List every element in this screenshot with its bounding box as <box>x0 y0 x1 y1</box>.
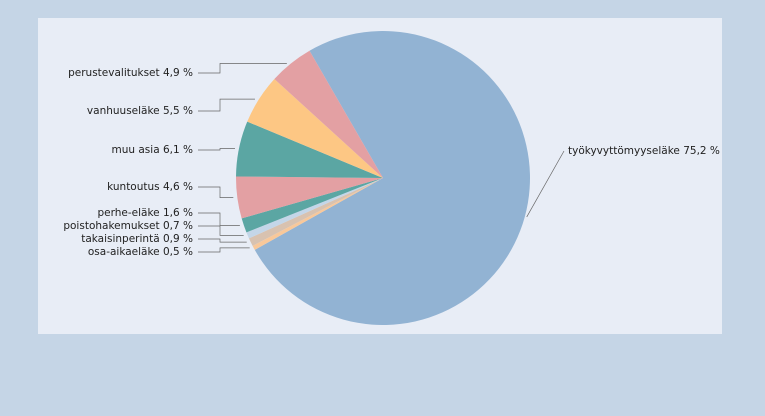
value-label: 1,6 % <box>163 207 193 219</box>
slice-label: muu asia 6,1 % <box>112 144 194 156</box>
leader-line <box>198 186 234 198</box>
pie-slice <box>252 178 383 250</box>
pie-slice <box>246 178 383 239</box>
leader-line <box>198 212 240 226</box>
value-label: 4,9 % <box>163 67 193 79</box>
slice-label: perustevalitukset 4,9 % <box>68 67 193 79</box>
category-name: poistohakemukset <box>63 220 159 232</box>
leader-line <box>198 247 250 253</box>
slice-label: takaisinperintä 0,9 % <box>81 233 193 245</box>
pie-slice <box>241 178 383 233</box>
value-label: 4,6 % <box>163 181 193 193</box>
slice-label: osa-aikaeläke 0,5 % <box>88 246 193 258</box>
category-name: perustevalitukset <box>68 67 160 79</box>
leader-line <box>198 225 244 236</box>
slice-label: perhe-eläke 1,6 % <box>98 207 194 219</box>
pie-slice <box>254 30 531 325</box>
value-label: 0,7 % <box>163 220 193 232</box>
slice-label: työkyvyttömyyseläke 75,2 % <box>568 145 720 157</box>
category-name: kuntoutus <box>107 181 160 193</box>
leader-line <box>526 150 565 218</box>
leader-line <box>198 238 247 243</box>
leader-line <box>198 98 255 112</box>
pie-slice <box>248 178 383 246</box>
category-name: osa-aikaeläke <box>88 246 160 258</box>
category-name: perhe-eläke <box>98 207 160 219</box>
value-label: 0,5 % <box>163 246 193 258</box>
slice-label: vanhuuseläke 5,5 % <box>87 105 193 117</box>
slice-label: kuntoutus 4,6 % <box>107 181 193 193</box>
value-label: 0,9 % <box>163 233 193 245</box>
category-name: vanhuuseläke <box>87 105 160 117</box>
leader-line <box>198 63 287 74</box>
category-name: takaisinperintä <box>81 233 159 245</box>
leader-line <box>198 148 235 151</box>
value-label: 5,5 % <box>163 105 193 117</box>
pie-slice <box>274 50 383 178</box>
category-name: työkyvyttömyyseläke <box>568 145 680 157</box>
value-label: 6,1 % <box>163 144 193 156</box>
category-name: muu asia <box>112 144 160 156</box>
value-label: 75,2 % <box>683 145 720 157</box>
pie-slice <box>236 121 383 178</box>
pie-slice <box>247 78 383 178</box>
slice-label: poistohakemukset 0,7 % <box>63 220 193 232</box>
pie-slice <box>236 176 383 219</box>
